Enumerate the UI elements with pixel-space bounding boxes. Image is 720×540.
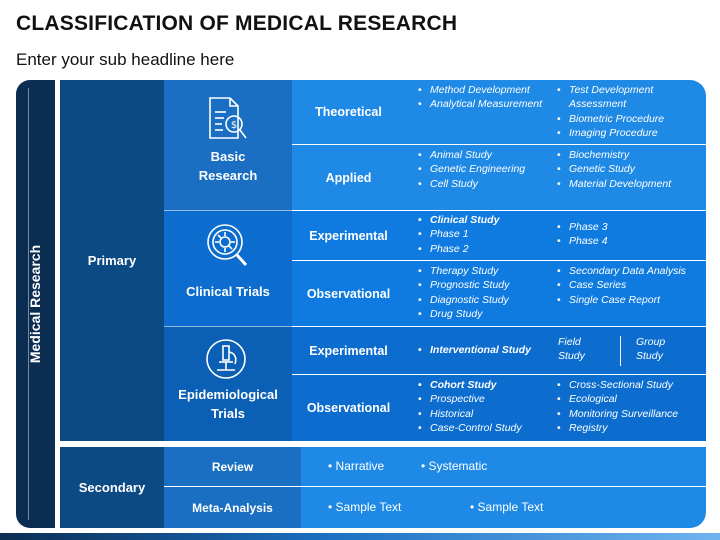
virus-magnifier-icon: [205, 222, 249, 268]
row-divider: [164, 486, 706, 487]
secondary-row-review: Review: [164, 447, 301, 486]
list-epi-observational-right: Cross-Sectional Study Ecological Monitor…: [557, 378, 702, 435]
list-theoretical-right: Test Development Assessment Biometric Pr…: [557, 83, 702, 140]
page-subtitle: Enter your sub headline here: [16, 50, 235, 69]
svg-text:$: $: [231, 120, 237, 131]
category-clinical-trials: [164, 210, 292, 326]
category-epidemiological-trials: [164, 326, 292, 441]
type-clinical-experimental: Experimental: [292, 211, 405, 260]
root-divider: [28, 88, 29, 520]
review-item-systematic: Systematic: [421, 459, 488, 473]
row-divider: [164, 326, 706, 327]
list-clinical-experimental-left: Clinical Study Phase 1 Phase 2: [418, 213, 548, 256]
meta-item-1: Sample Text: [328, 500, 402, 514]
type-epi-observational: Observational: [292, 375, 405, 441]
type-applied: Applied: [292, 145, 405, 210]
type-epi-experimental: Experimental: [292, 327, 405, 374]
list-epi-observational-left: Cohort Study Prospective Historical Case…: [418, 378, 548, 435]
list-clinical-observational-left: Therapy Study Prognostic Study Diagnosti…: [418, 264, 548, 321]
secondary-panel: Secondary: [60, 447, 164, 528]
row-divider: [164, 210, 706, 211]
review-item-narrative: Narrative: [328, 459, 385, 473]
field-group-divider: [620, 336, 621, 366]
category-basic-research: [164, 80, 292, 210]
category-label-epidemiological: Epidemiological Trials: [178, 387, 278, 421]
row-divider: [292, 144, 706, 145]
page-title: CLASSIFICATION OF MEDICAL RESEARCH: [16, 12, 458, 35]
microscope-icon: [205, 338, 247, 380]
document-dollar-icon: $: [206, 96, 248, 142]
row-divider: [292, 260, 706, 261]
category-label-clinical: Clinical Trials: [186, 283, 270, 299]
type-theoretical: Theoretical: [292, 80, 405, 144]
list-epi-experimental-left: Interventional Study: [418, 343, 558, 358]
row-divider: [292, 374, 706, 375]
list-clinical-observational-right: Secondary Data Analysis Case Series Sing…: [557, 264, 702, 307]
primary-label: Primary: [87, 253, 137, 268]
type-clinical-observational: Observational: [292, 261, 405, 326]
list-applied-left: Animal Study Genetic Engineering Cell St…: [418, 148, 548, 191]
field-study-text: Field Study: [558, 336, 585, 363]
secondary-row-meta: Meta-Analysis: [164, 487, 301, 528]
meta-item-2: Sample Text: [470, 500, 544, 514]
root-panel: Medical Research: [16, 80, 55, 528]
group-study-text: Group Study: [636, 336, 666, 363]
list-clinical-experimental-right: Phase 3 Phase 4: [557, 220, 702, 249]
secondary-label: Secondary: [78, 480, 146, 495]
list-theoretical-left: Method Development Analytical Measuremen…: [418, 83, 548, 112]
primary-panel: Primary: [60, 80, 164, 441]
category-label-basic: Basic Research: [198, 149, 258, 183]
root-label: Medical Research: [27, 244, 44, 364]
bottom-accent-bar: [0, 533, 720, 540]
list-applied-right: Biochemistry Genetic Study Material Deve…: [557, 148, 702, 191]
